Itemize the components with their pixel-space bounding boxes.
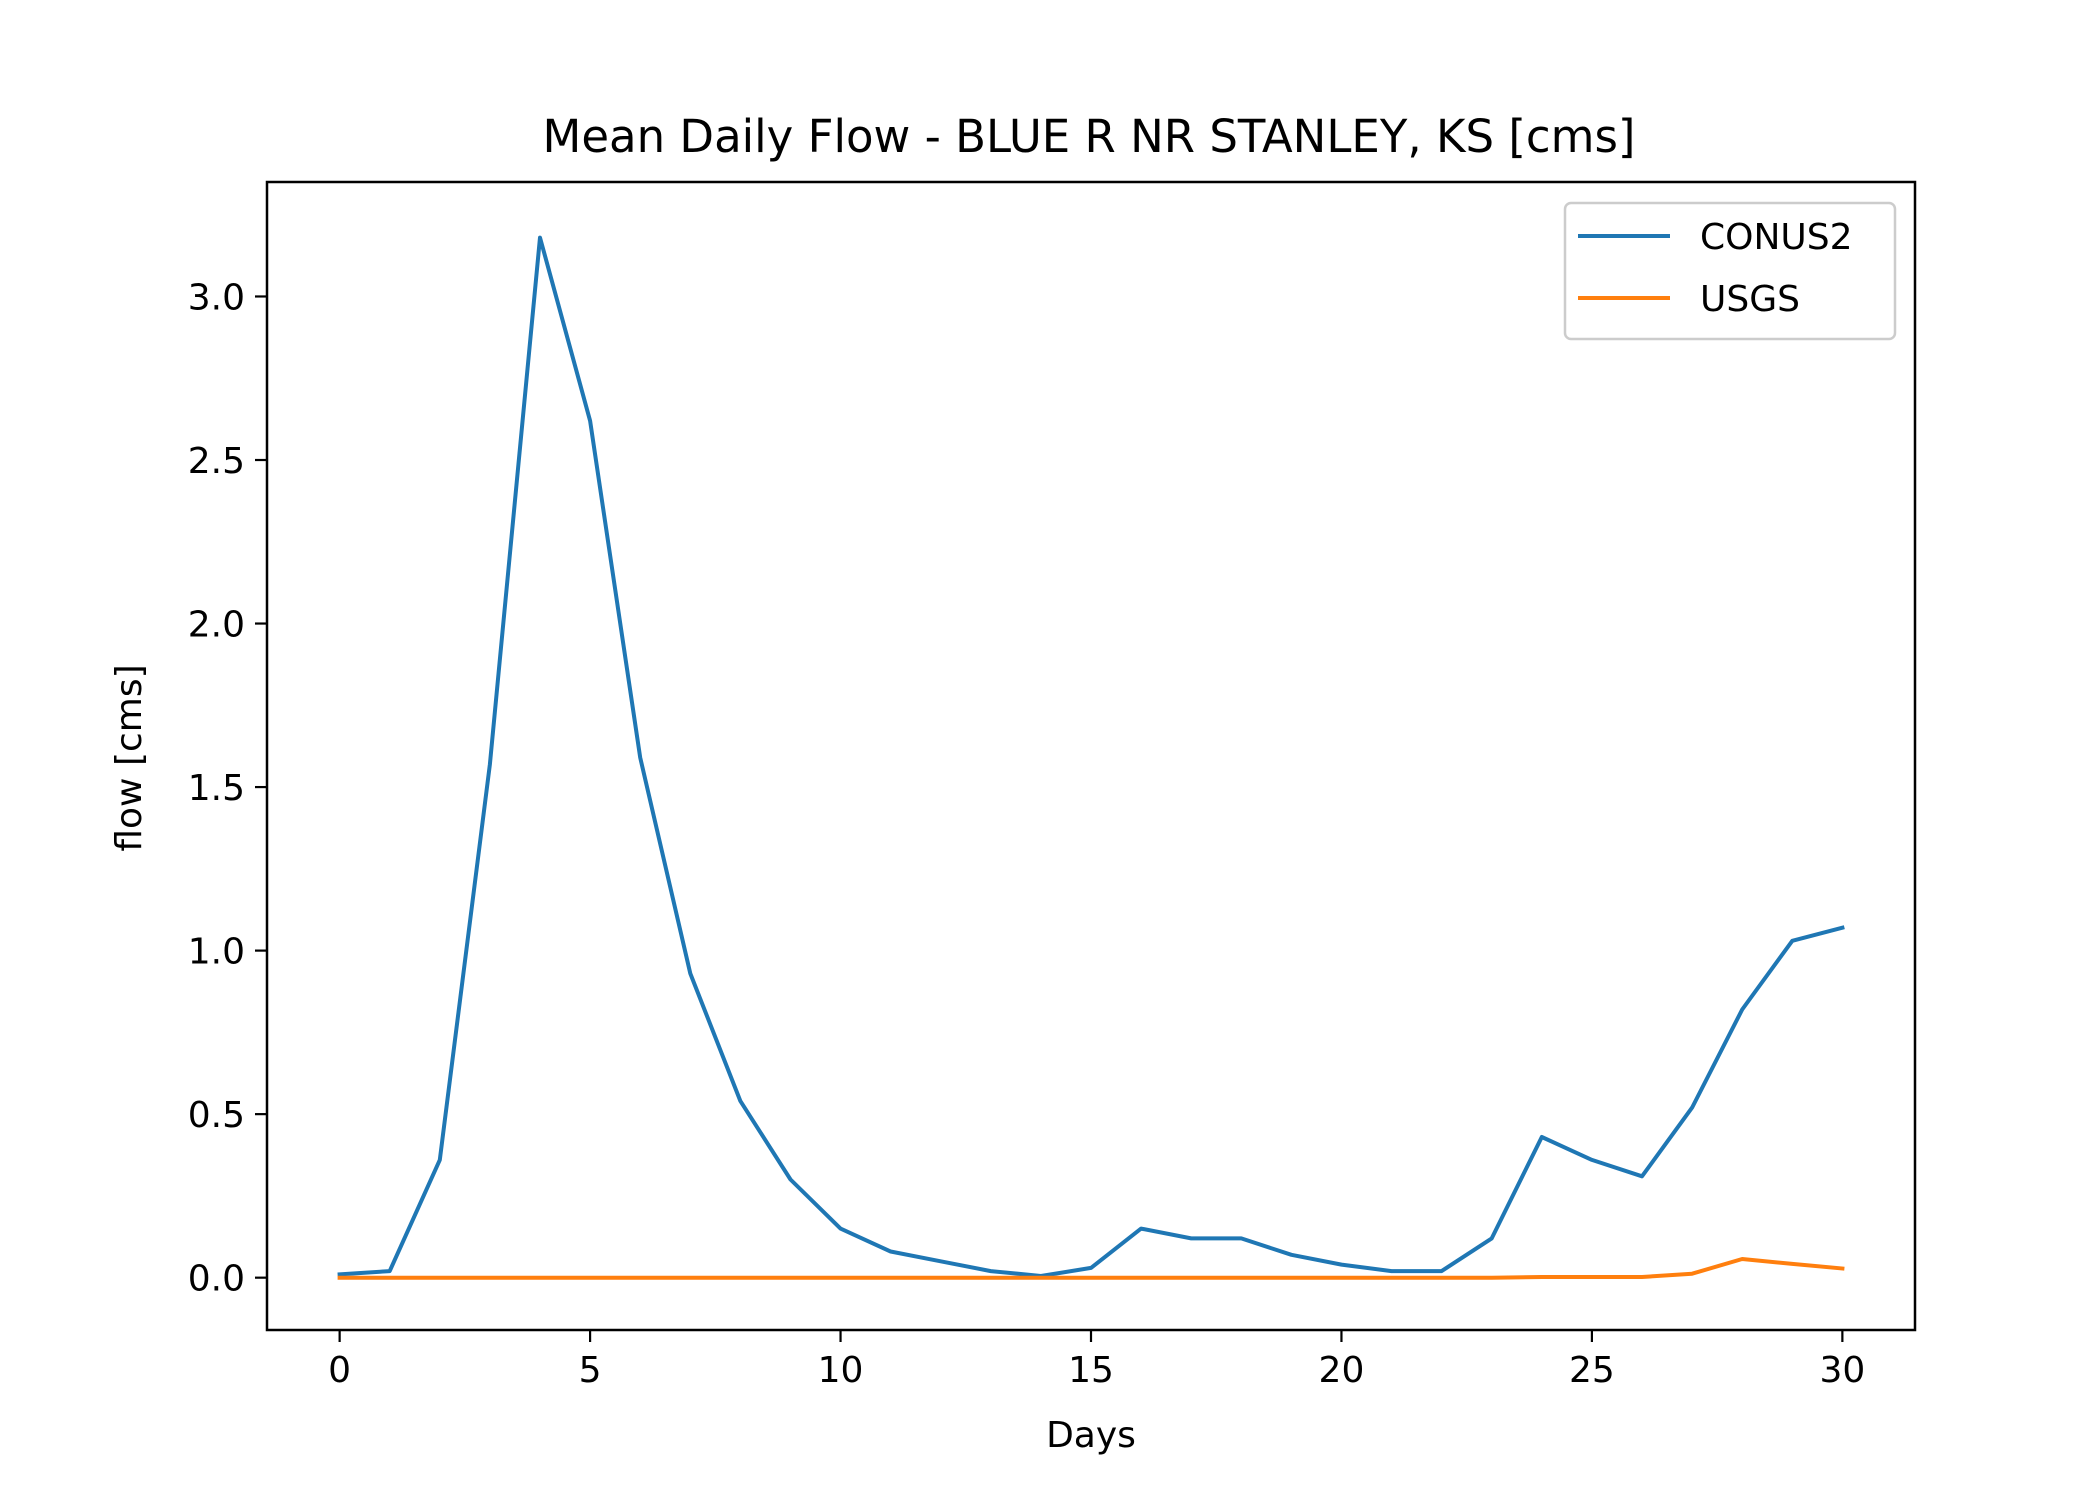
y-tick-label: 2.0 xyxy=(188,605,245,646)
y-axis: 0.0 0.5 1.0 1.5 2.0 2.5 3.0 xyxy=(188,277,267,1300)
series-line-conus2 xyxy=(337,235,1845,1278)
y-tick-label: 2.5 xyxy=(188,441,245,482)
x-tick-label: 0 xyxy=(328,1350,351,1391)
x-tick-label: 25 xyxy=(1569,1350,1615,1391)
y-tick-label: 0.5 xyxy=(188,1095,245,1136)
y-axis-label: flow [cms] xyxy=(109,664,150,851)
y-tick-label: 1.5 xyxy=(188,768,245,809)
x-axis-label: Days xyxy=(1046,1415,1136,1456)
y-tick-label: 0.0 xyxy=(188,1259,245,1300)
legend-label-usgs: USGS xyxy=(1700,279,1800,320)
series-layer xyxy=(337,235,1845,1280)
x-tick-label: 15 xyxy=(1068,1350,1114,1391)
chart-title: Mean Daily Flow - BLUE R NR STANLEY, KS … xyxy=(543,110,1636,163)
legend-label-conus2: CONUS2 xyxy=(1700,217,1853,258)
x-axis: 0 5 10 15 20 25 30 xyxy=(328,1330,1865,1391)
x-tick-label: 30 xyxy=(1819,1350,1865,1391)
x-tick-label: 10 xyxy=(818,1350,864,1391)
x-tick-label: 5 xyxy=(579,1350,602,1391)
y-tick-label: 3.0 xyxy=(188,277,245,318)
x-tick-label: 20 xyxy=(1319,1350,1365,1391)
legend: CONUS2 USGS xyxy=(1563,201,1897,341)
series-line-usgs xyxy=(337,1257,1845,1280)
y-tick-label: 1.0 xyxy=(188,932,245,973)
